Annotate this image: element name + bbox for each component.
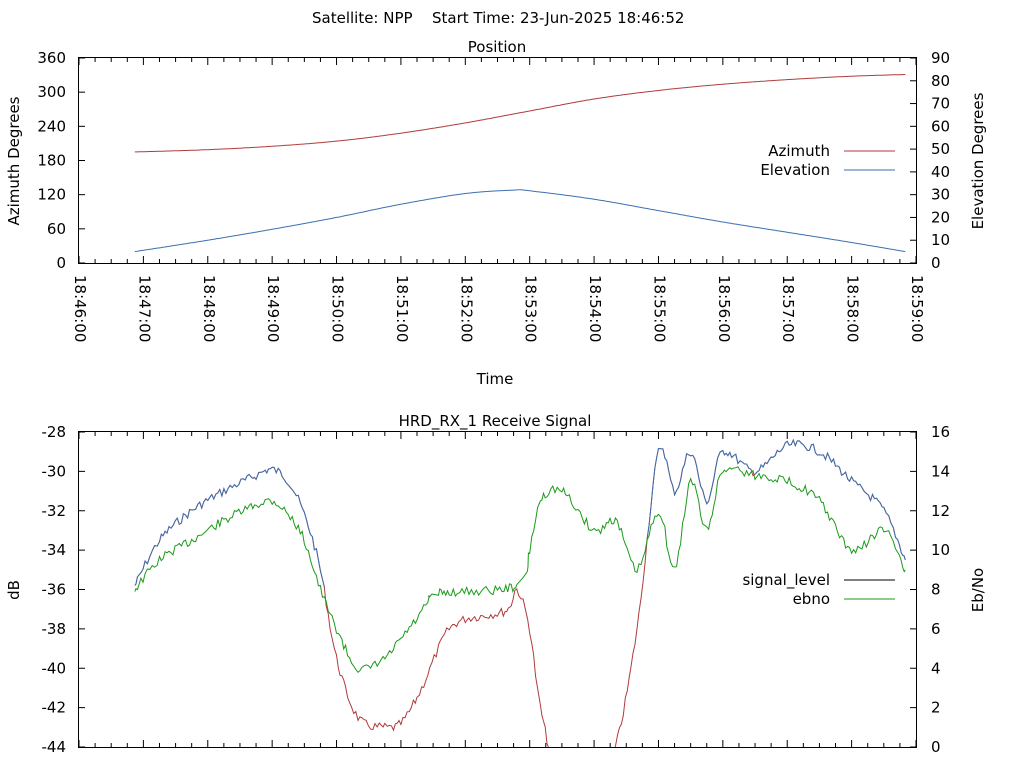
position-y-tick-label: 300 bbox=[37, 83, 66, 101]
signal-y-tick-label: -28 bbox=[42, 423, 67, 441]
position-legend: Azimuth Elevation bbox=[760, 142, 895, 179]
signal-y2-tick-label: 14 bbox=[931, 462, 950, 480]
position-x-tick-label: 18:53:00 bbox=[522, 275, 540, 342]
position-y-tick-label: 240 bbox=[37, 117, 66, 135]
signal-y2-tick-label: 10 bbox=[931, 541, 950, 559]
position-y2-tick-label: 60 bbox=[931, 117, 950, 135]
series-line-signal-level-upper bbox=[754, 438, 906, 561]
signal-y2-tick-label: 0 bbox=[931, 738, 941, 756]
position-plot-frame bbox=[78, 57, 917, 264]
signal-plot-area bbox=[134, 438, 906, 747]
position-y2-tick-label: 20 bbox=[931, 208, 950, 226]
signal-y2-tick-label: 2 bbox=[931, 699, 941, 717]
series-line-azimuth bbox=[134, 74, 906, 153]
position-x-tick-label: 18:54:00 bbox=[586, 275, 604, 342]
position-x-axis-label: Time bbox=[476, 370, 514, 388]
signal-series-group bbox=[134, 438, 906, 747]
signal-y2-tick-label: 6 bbox=[931, 620, 941, 638]
position-x-tick-label: 18:47:00 bbox=[135, 275, 153, 342]
position-y2-tick-label: 10 bbox=[931, 231, 950, 249]
position-y2-tick-label: 90 bbox=[931, 49, 950, 67]
position-y-tick-label: 120 bbox=[37, 186, 66, 204]
signal-y2-tick-label: 4 bbox=[931, 659, 941, 677]
signal-tick-group: -44 -42 -40 -38 -36 -34 -32 -30 -28 0 2 4 6 8 10 12 14 16 bbox=[42, 423, 951, 756]
position-y2-tick-label: 50 bbox=[931, 140, 950, 158]
signal-y-tick-label: -44 bbox=[42, 738, 67, 756]
position-x-tick-label: 18:56:00 bbox=[715, 275, 733, 342]
signal-y-tick-label: -42 bbox=[42, 699, 67, 717]
signal-chart: HRD_RX_1 Receive Signal -44-42-40-38-36-… bbox=[5, 412, 987, 756]
signal-y-tick-label: -40 bbox=[42, 659, 67, 677]
position-y2-tick-label: 80 bbox=[931, 72, 950, 90]
signal-y-tick-label: -38 bbox=[42, 620, 67, 638]
position-x-tick-label: 18:46:00 bbox=[71, 275, 89, 342]
signal-y2-tick-label: 8 bbox=[931, 581, 941, 599]
legend-label-ebno: ebno bbox=[793, 590, 830, 608]
signal-y2-tick-label: 16 bbox=[931, 423, 950, 441]
legend-label-azimuth: Azimuth bbox=[768, 142, 830, 160]
signal-y-axis-label: dB bbox=[5, 580, 23, 600]
position-x-tick-label: 18:59:00 bbox=[908, 275, 926, 342]
position-x-tick-label: 18:52:00 bbox=[457, 275, 475, 342]
position-y2-tick-label: 70 bbox=[931, 95, 950, 113]
series-line-signal-level-upper bbox=[134, 466, 325, 587]
series-line-ebno bbox=[134, 466, 906, 674]
position-x-tick-label: 18:50:00 bbox=[329, 275, 347, 342]
series-line-signal-level-upper bbox=[646, 447, 752, 540]
signal-legend: signal_level ebno bbox=[742, 571, 895, 608]
position-x-tick-label: 18:49:00 bbox=[264, 275, 282, 342]
position-y-axis-label: Azimuth Degrees bbox=[5, 96, 23, 225]
signal-y-tick-label: -32 bbox=[42, 502, 67, 520]
position-y-tick-label: 0 bbox=[56, 254, 66, 272]
position-series-group bbox=[134, 74, 906, 253]
signal-y2-tick-label: 12 bbox=[931, 502, 950, 520]
position-y2-tick-label: 0 bbox=[931, 254, 941, 272]
signal-y-tick-label: -30 bbox=[42, 462, 67, 480]
position-y2-tick-label: 40 bbox=[931, 163, 950, 181]
start-time-label: Start Time: 23-Jun-2025 18:46:52 bbox=[432, 9, 684, 27]
position-y-tick-label: 60 bbox=[47, 220, 66, 238]
satellite-label: Satellite: NPP bbox=[312, 9, 413, 27]
series-line-signal-level-lower bbox=[134, 438, 906, 747]
position-y-tick-label: 180 bbox=[37, 152, 66, 170]
series-line-elevation bbox=[134, 189, 906, 253]
position-y2-axis-label: Elevation Degrees bbox=[969, 92, 987, 229]
position-chart-title: Position bbox=[468, 38, 526, 56]
position-x-tick-label: 18:55:00 bbox=[650, 275, 668, 342]
position-x-tick-label: 18:57:00 bbox=[779, 275, 797, 342]
position-x-tick-label: 18:48:00 bbox=[200, 275, 218, 342]
signal-y-tick-label: -36 bbox=[42, 581, 67, 599]
position-chart: Position 0 60 120 180 240 300 360 0 10 20 30 40 50 60… bbox=[5, 38, 987, 388]
signal-chart-title: HRD_RX_1 Receive Signal bbox=[399, 412, 592, 431]
signal-plot-frame bbox=[78, 431, 917, 748]
position-y-tick-label: 360 bbox=[37, 49, 66, 67]
signal-y-tick-label: -34 bbox=[42, 541, 67, 559]
legend-label-elevation: Elevation bbox=[760, 161, 830, 179]
position-y2-tick-label: 30 bbox=[931, 186, 950, 204]
position-x-tick-label: 18:51:00 bbox=[393, 275, 411, 342]
legend-label-signal-level: signal_level bbox=[742, 571, 830, 590]
position-x-tick-label: 18:58:00 bbox=[844, 275, 862, 342]
position-tick-group: 0 60 120 180 240 300 360 0 10 20 30 40 50 60 70 80 90 18:… bbox=[37, 49, 950, 342]
signal-y2-axis-label: Eb/No bbox=[969, 568, 987, 612]
